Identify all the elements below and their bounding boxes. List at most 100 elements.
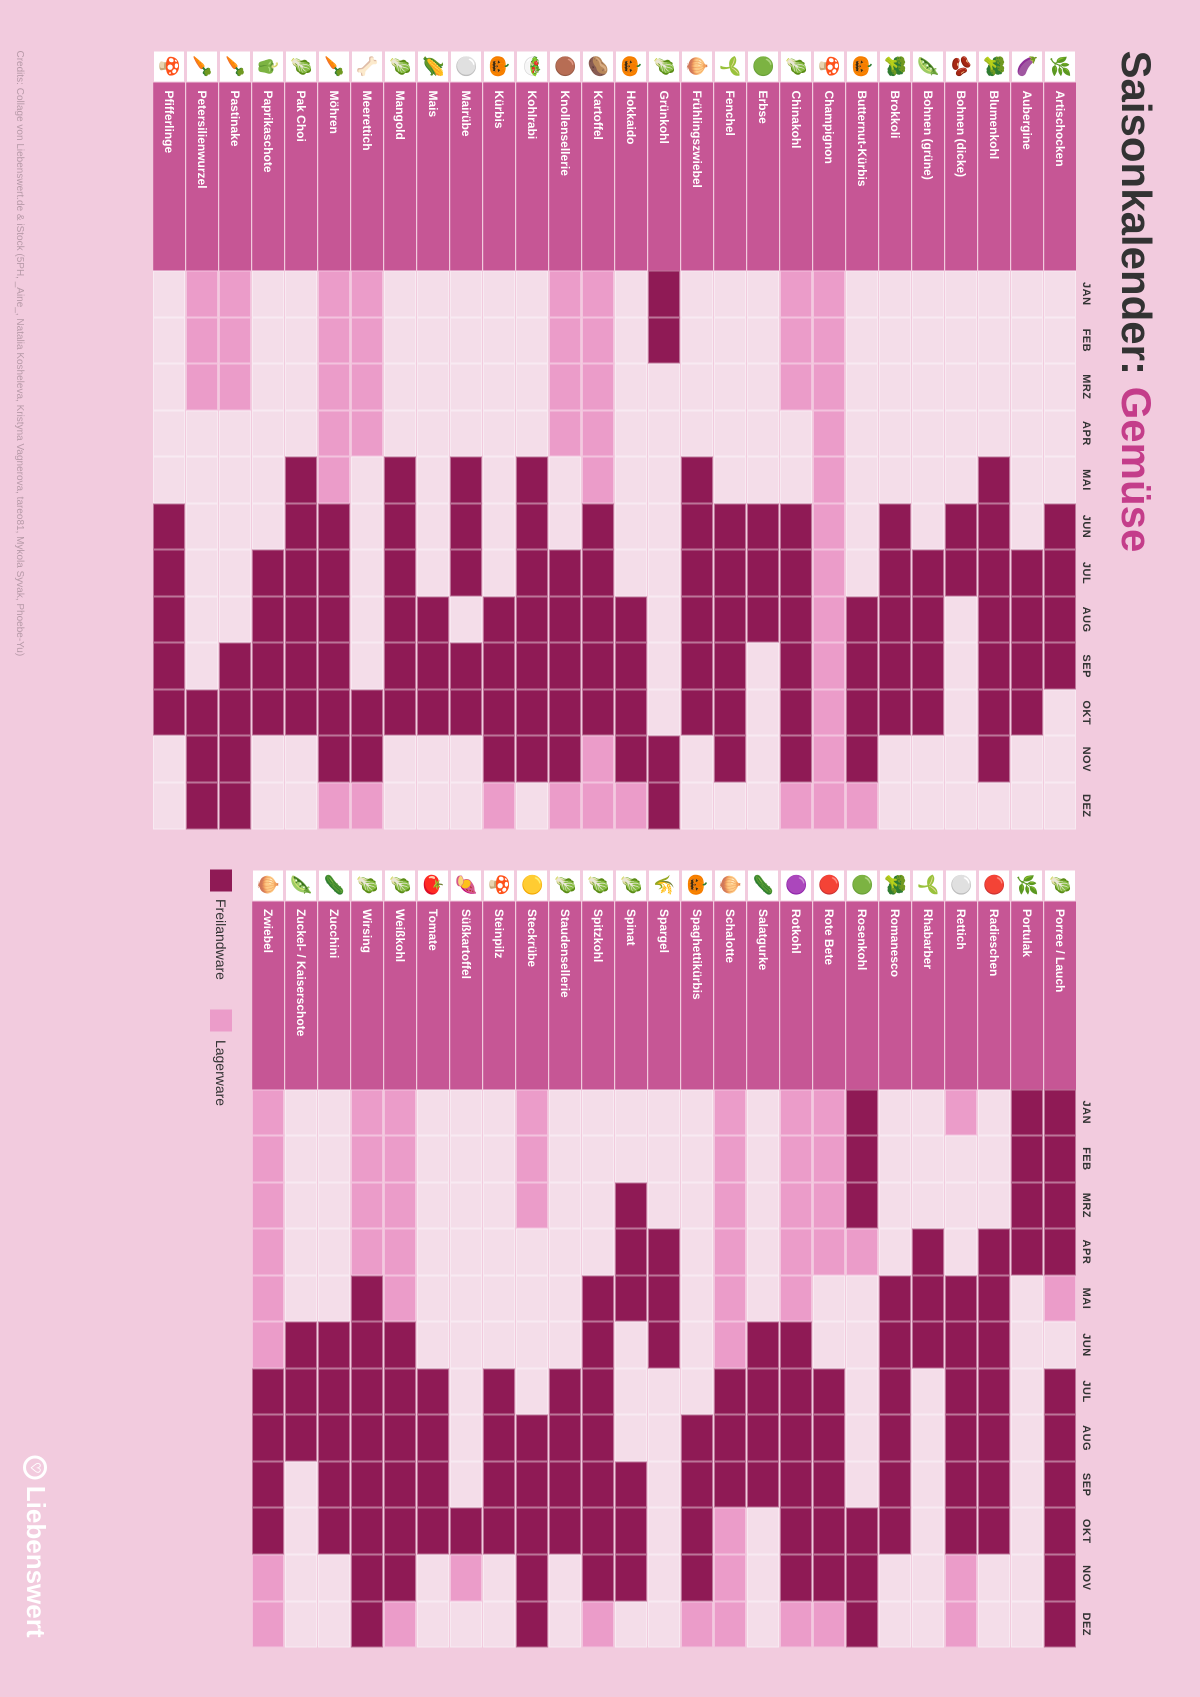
cell — [879, 1321, 911, 1368]
cell — [549, 410, 581, 457]
cell — [285, 503, 317, 550]
month-label: AUG — [1080, 1414, 1092, 1461]
veg-cells — [912, 270, 944, 829]
cell — [1011, 1182, 1043, 1229]
cell — [615, 782, 647, 829]
cell — [252, 549, 284, 596]
cell — [747, 1089, 779, 1136]
veg-row: 🍄Pfifferlinge — [153, 50, 185, 829]
month-label: SEP — [1080, 1461, 1092, 1508]
cell — [516, 1461, 548, 1508]
cell — [1044, 503, 1076, 550]
cell — [648, 782, 680, 829]
cell — [384, 596, 416, 643]
cell — [1011, 456, 1043, 503]
cell — [1044, 1275, 1076, 1322]
cell — [285, 1601, 317, 1648]
cell — [780, 596, 812, 643]
cell — [582, 642, 614, 689]
cell — [483, 782, 515, 829]
cell — [384, 503, 416, 550]
veg-row: 🥬Mangold — [384, 50, 416, 829]
cell — [978, 735, 1010, 782]
cell — [648, 270, 680, 317]
veg-row: 🥗Kohlrabi — [516, 50, 548, 829]
cell — [846, 596, 878, 643]
veg-name: Romanesco — [879, 901, 911, 1089]
cell — [384, 735, 416, 782]
veg-icon: 🥬 — [582, 869, 614, 901]
veg-name: Süßkartoffel — [450, 901, 482, 1089]
veg-name: Pak Choi — [285, 82, 317, 270]
cell — [252, 689, 284, 736]
cell — [219, 689, 251, 736]
veg-cells — [483, 270, 515, 829]
cell — [1011, 689, 1043, 736]
cell — [648, 1368, 680, 1415]
cell — [384, 1368, 416, 1415]
veg-row: 🥒Salatgurke — [747, 869, 779, 1648]
cell — [747, 1321, 779, 1368]
cell — [648, 1507, 680, 1554]
cell — [681, 1554, 713, 1601]
veg-row: 🌽Mais — [417, 50, 449, 829]
cell — [879, 1601, 911, 1648]
cell — [351, 642, 383, 689]
cell — [714, 1182, 746, 1229]
cell — [879, 1414, 911, 1461]
cell — [318, 1275, 350, 1322]
veg-icon: 🟢 — [846, 869, 878, 901]
cell — [747, 1461, 779, 1508]
cell — [813, 1228, 845, 1275]
month-label: DEZ — [1080, 1601, 1092, 1648]
cell — [384, 1089, 416, 1136]
cell — [1044, 270, 1076, 317]
cell — [516, 1182, 548, 1229]
cell — [153, 549, 185, 596]
cell — [912, 689, 944, 736]
cell — [483, 1601, 515, 1648]
cell — [186, 270, 218, 317]
cell — [813, 642, 845, 689]
cell — [978, 270, 1010, 317]
veg-name: Hokkaido — [615, 82, 647, 270]
cell — [384, 456, 416, 503]
veg-icon: 🌽 — [417, 50, 449, 82]
cell — [813, 549, 845, 596]
cell — [318, 549, 350, 596]
cell — [549, 735, 581, 782]
cell — [747, 1368, 779, 1415]
cell — [483, 689, 515, 736]
cell — [582, 1368, 614, 1415]
cell — [318, 456, 350, 503]
cell — [615, 1507, 647, 1554]
cell — [714, 270, 746, 317]
veg-icon: 🌱 — [714, 50, 746, 82]
cell — [417, 1554, 449, 1601]
cell — [351, 689, 383, 736]
veg-row: 🌿Portulak — [1011, 869, 1043, 1648]
cell — [153, 689, 185, 736]
cell — [483, 596, 515, 643]
veg-row: 🫘Bohnen (dicke) — [945, 50, 977, 829]
cell — [186, 735, 218, 782]
cell — [219, 596, 251, 643]
cell — [351, 363, 383, 410]
cell — [384, 1461, 416, 1508]
cell — [945, 1368, 977, 1415]
veg-icon: 🍅 — [417, 869, 449, 901]
cell — [648, 642, 680, 689]
cell — [351, 549, 383, 596]
cell — [318, 642, 350, 689]
cell — [219, 782, 251, 829]
month-label: SEP — [1080, 642, 1092, 689]
cell — [516, 642, 548, 689]
cell — [219, 410, 251, 457]
cell — [384, 1554, 416, 1601]
cell — [582, 1507, 614, 1554]
month-label: FEB — [1080, 317, 1092, 364]
cell — [978, 596, 1010, 643]
cell — [945, 503, 977, 550]
cell — [1011, 1089, 1043, 1136]
veg-name: Grünkohl — [648, 82, 680, 270]
